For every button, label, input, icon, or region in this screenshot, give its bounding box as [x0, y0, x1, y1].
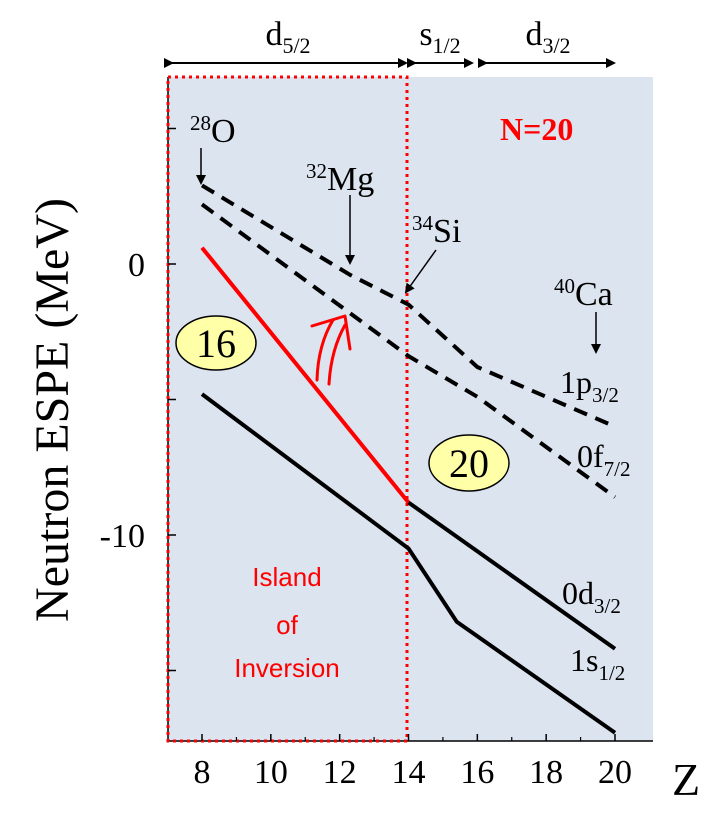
series-line-1: [407, 500, 617, 651]
x-axis-label: Z: [672, 754, 700, 805]
shell-label-s12-main: s: [419, 16, 432, 53]
shell-bracket-d32: d3/2: [478, 16, 616, 68]
annotation-40ca-symbol: Ca: [575, 276, 613, 313]
annotation-40ca: 40Ca: [554, 274, 613, 354]
y-tick-label-1: -10: [100, 518, 145, 555]
annotation-28o-symbol: O: [211, 113, 236, 150]
series-line-3: [200, 183, 616, 429]
x-tick-label-12: 12: [323, 754, 357, 791]
island-label-line-3: Inversion: [234, 653, 340, 683]
shell-bracket-s12: s1/2: [407, 16, 474, 68]
gap-20-label: 20: [449, 441, 489, 486]
level-label-1p32: 1p3/2: [560, 364, 619, 407]
shell-label-d32-main: d: [525, 16, 542, 53]
red-double-arrow: [310, 314, 352, 386]
island-label-line-2: of: [276, 610, 298, 640]
shell-label-d52-main: d: [265, 16, 282, 53]
level-label-1p32-main: 1p: [560, 364, 592, 400]
gap-16-badge: [175, 315, 257, 371]
n20-label: N=20: [500, 111, 573, 147]
series-layer: [200, 183, 617, 735]
level-label-1s12-sub: 1/2: [598, 661, 625, 685]
x-tick-label-10: 10: [254, 754, 288, 791]
level-label-0d32-sub: 3/2: [594, 594, 621, 618]
annotation-34si-symbol: Si: [433, 213, 461, 250]
tick-layer: 8 10 12 14 16 18 20 0 -10: [100, 127, 632, 791]
shell-label-d32-sub: 3/2: [542, 33, 570, 58]
svg-text:s1/2: s1/2: [419, 16, 460, 58]
x-tick-label-18: 18: [529, 754, 563, 791]
annotation-32mg-mass: 32: [306, 159, 327, 183]
plot-background: [168, 77, 653, 741]
annotation-32mg: 32Mg: [306, 159, 374, 265]
annotation-40ca-mass: 40: [554, 274, 575, 298]
series-line-2: [200, 392, 617, 735]
svg-text:28O: 28O: [190, 111, 236, 150]
annotation-28o: 28O: [190, 111, 236, 185]
shell-bracket-d52: d5/2: [164, 16, 408, 68]
level-label-0d32: 0d3/2: [562, 575, 621, 618]
series-line-0: [200, 246, 411, 504]
level-label-0f72-sub: 7/2: [604, 457, 631, 481]
x-tick-label-8: 8: [194, 754, 211, 791]
y-tick-label-0: 0: [128, 247, 145, 284]
annotation-34si: 34Si: [404, 211, 461, 294]
x-tick-label-20: 20: [598, 754, 632, 791]
svg-text:d5/2: d5/2: [265, 16, 310, 58]
level-label-1p32-sub: 3/2: [592, 383, 619, 407]
island-of-inversion-region: [166, 75, 409, 743]
level-label-1s12: 1s1/2: [570, 642, 625, 685]
svg-text:40Ca: 40Ca: [554, 274, 613, 313]
gap-16-label: 16: [196, 321, 236, 366]
level-label-0f72-main: 0f: [577, 438, 604, 474]
level-label-0f72: 0f7/2: [577, 438, 631, 481]
level-label-0d32-main: 0d: [562, 575, 594, 611]
x-tick-label-14: 14: [392, 754, 426, 791]
series-line-4: [200, 202, 617, 499]
annotation-34si-mass: 34: [412, 211, 434, 235]
y-axis-label: Neutron ESPE (MeV): [26, 198, 79, 622]
annotation-28o-mass: 28: [190, 111, 211, 135]
svg-text:32Mg: 32Mg: [306, 159, 374, 198]
svg-text:d3/2: d3/2: [525, 16, 570, 58]
level-label-1s12-main: 1s: [570, 642, 598, 678]
annotation-32mg-symbol: Mg: [327, 161, 374, 198]
gap-20-badge: [428, 434, 510, 492]
island-label-line-1: Island: [252, 562, 321, 592]
shell-label-d52-sub: 5/2: [282, 33, 310, 58]
svg-text:34Si: 34Si: [412, 211, 461, 250]
shell-label-s12-sub: 1/2: [433, 33, 461, 58]
x-tick-label-16: 16: [460, 754, 494, 791]
